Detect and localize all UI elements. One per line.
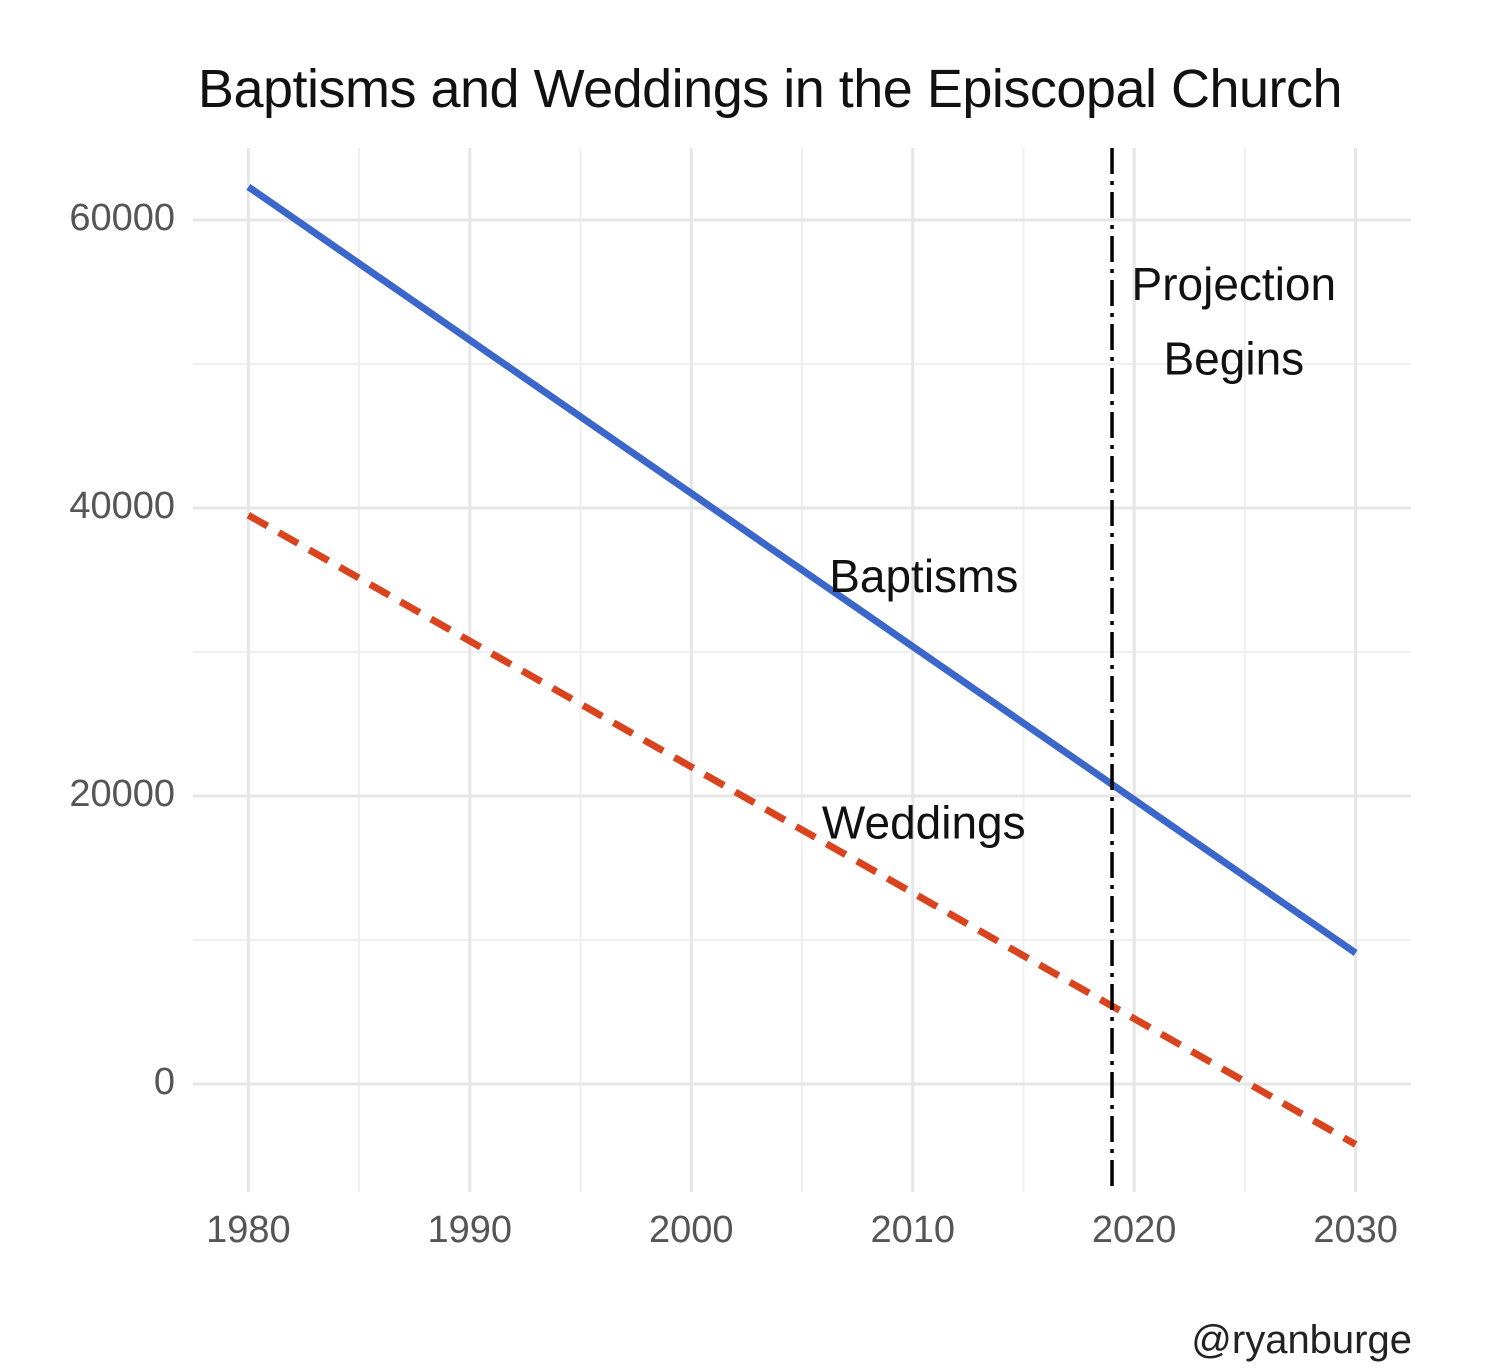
y-axis-tick-labels: 0 20000 40000 60000 — [69, 197, 175, 1103]
annotation-baptisms: Baptisms — [829, 550, 1018, 602]
minor-gridlines — [193, 148, 1411, 1192]
series-line-weddings — [246, 512, 1358, 1148]
annotation-weddings: Weddings — [822, 796, 1026, 848]
caption-handle: @ryanburge — [1191, 1318, 1412, 1362]
y-tick-label: 20000 — [69, 773, 175, 815]
x-tick-label: 2020 — [1092, 1209, 1177, 1251]
x-axis-tick-labels: 1980 1990 2000 2010 2020 2030 — [206, 1209, 1398, 1251]
series-line-baptisms — [246, 184, 1358, 956]
x-tick-label: 1980 — [206, 1209, 291, 1251]
y-tick-label: 0 — [154, 1061, 175, 1103]
annotation-begins: Begins — [1164, 333, 1305, 385]
line-chart: Baptisms Weddings Projection Begins 0 20000 4… — [69, 148, 1411, 1251]
x-tick-label: 1990 — [428, 1209, 513, 1251]
y-tick-label: 40000 — [69, 485, 175, 527]
y-tick-label: 60000 — [69, 197, 175, 239]
chart-title: Baptisms and Weddings in the Episcopal C… — [197, 59, 1343, 119]
annotations-layer: Baptisms Weddings Projection Begins — [822, 258, 1336, 849]
annotation-projection: Projection — [1132, 258, 1337, 310]
x-tick-label: 2000 — [649, 1209, 734, 1251]
series-layer — [246, 184, 1358, 1148]
major-gridlines — [193, 148, 1411, 1192]
x-tick-label: 2030 — [1313, 1209, 1398, 1251]
x-tick-label: 2010 — [870, 1209, 955, 1251]
